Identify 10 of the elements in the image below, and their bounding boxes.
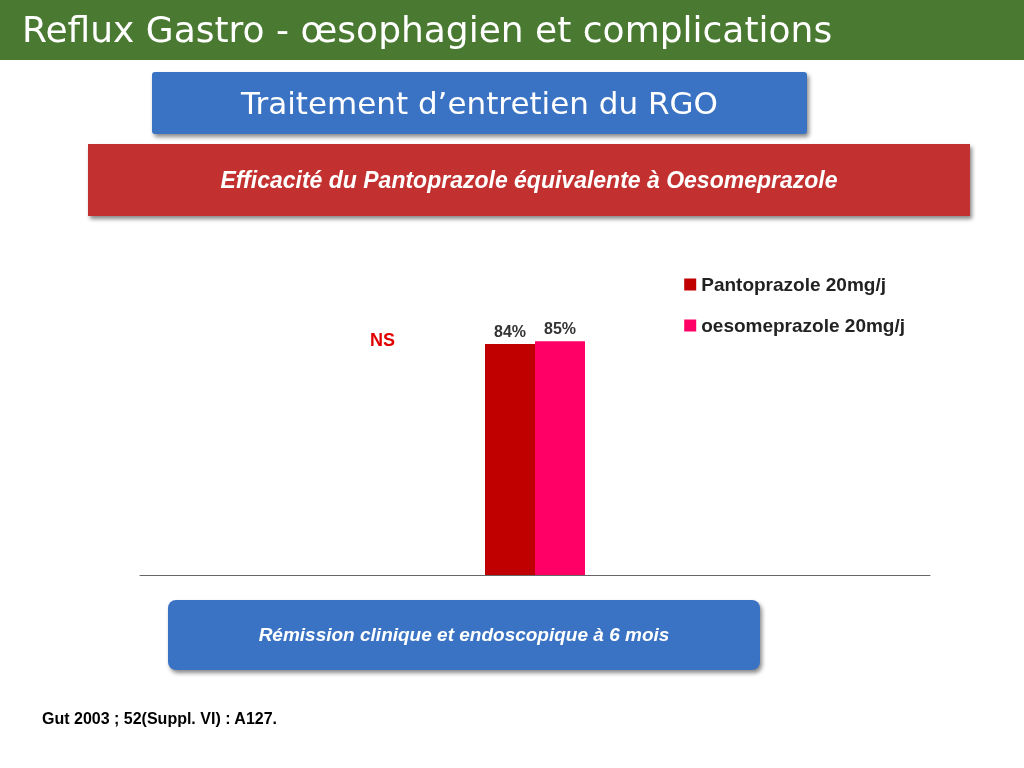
data-label: 85%	[543, 319, 577, 337]
legend-label: oesomeprazole 20mg/j	[701, 315, 905, 336]
data-label: 84%	[493, 322, 527, 340]
chart-subtitle: Traitement d’entretien du RGO	[152, 72, 807, 134]
text: Gut 2003 ; 52(Suppl. VI) : A127.	[42, 710, 278, 728]
x-axis-title: Rémission clinique et endoscopique à 6 mois	[168, 600, 760, 670]
text: Efficacité du Pantoprazole équivalente à Oesomeprazole	[88, 144, 970, 216]
text: NS	[370, 330, 396, 351]
legend-label: Pantoprazole 20mg/j	[701, 274, 886, 295]
chart-title: Reflux Gastro - œsophagien et complications	[0, 0, 1024, 60]
